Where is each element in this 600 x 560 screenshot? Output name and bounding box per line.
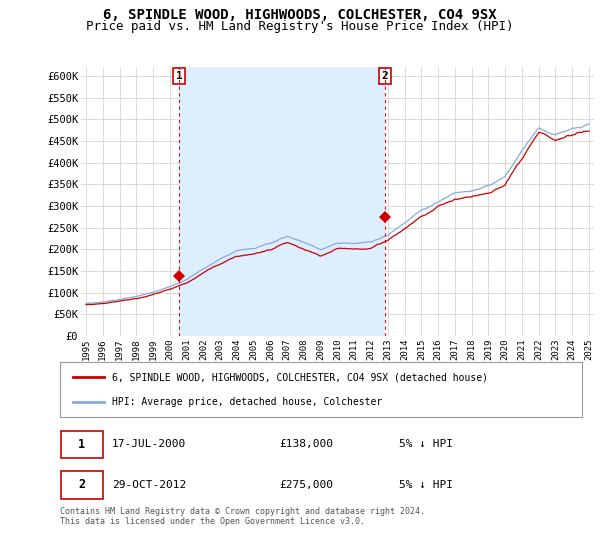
Text: HPI: Average price, detached house, Colchester: HPI: Average price, detached house, Colc… bbox=[112, 398, 382, 407]
Text: Price paid vs. HM Land Registry's House Price Index (HPI): Price paid vs. HM Land Registry's House … bbox=[86, 20, 514, 32]
Text: Contains HM Land Registry data © Crown copyright and database right 2024.
This d: Contains HM Land Registry data © Crown c… bbox=[60, 507, 425, 526]
Text: 5% ↓ HPI: 5% ↓ HPI bbox=[400, 440, 454, 449]
FancyBboxPatch shape bbox=[61, 431, 103, 458]
Text: 6, SPINDLE WOOD, HIGHWOODS, COLCHESTER, CO4 9SX (detached house): 6, SPINDLE WOOD, HIGHWOODS, COLCHESTER, … bbox=[112, 372, 488, 382]
Text: 5% ↓ HPI: 5% ↓ HPI bbox=[400, 480, 454, 490]
Text: 17-JUL-2000: 17-JUL-2000 bbox=[112, 440, 187, 449]
FancyBboxPatch shape bbox=[61, 471, 103, 499]
Text: 6, SPINDLE WOOD, HIGHWOODS, COLCHESTER, CO4 9SX: 6, SPINDLE WOOD, HIGHWOODS, COLCHESTER, … bbox=[103, 8, 497, 22]
Text: £275,000: £275,000 bbox=[279, 480, 333, 490]
Text: 1: 1 bbox=[79, 438, 85, 451]
Text: 2: 2 bbox=[382, 71, 388, 81]
Text: 29-OCT-2012: 29-OCT-2012 bbox=[112, 480, 187, 490]
Text: 1: 1 bbox=[176, 71, 182, 81]
Bar bbox=[179, 67, 385, 336]
Text: 2: 2 bbox=[79, 478, 85, 492]
Text: £138,000: £138,000 bbox=[279, 440, 333, 449]
